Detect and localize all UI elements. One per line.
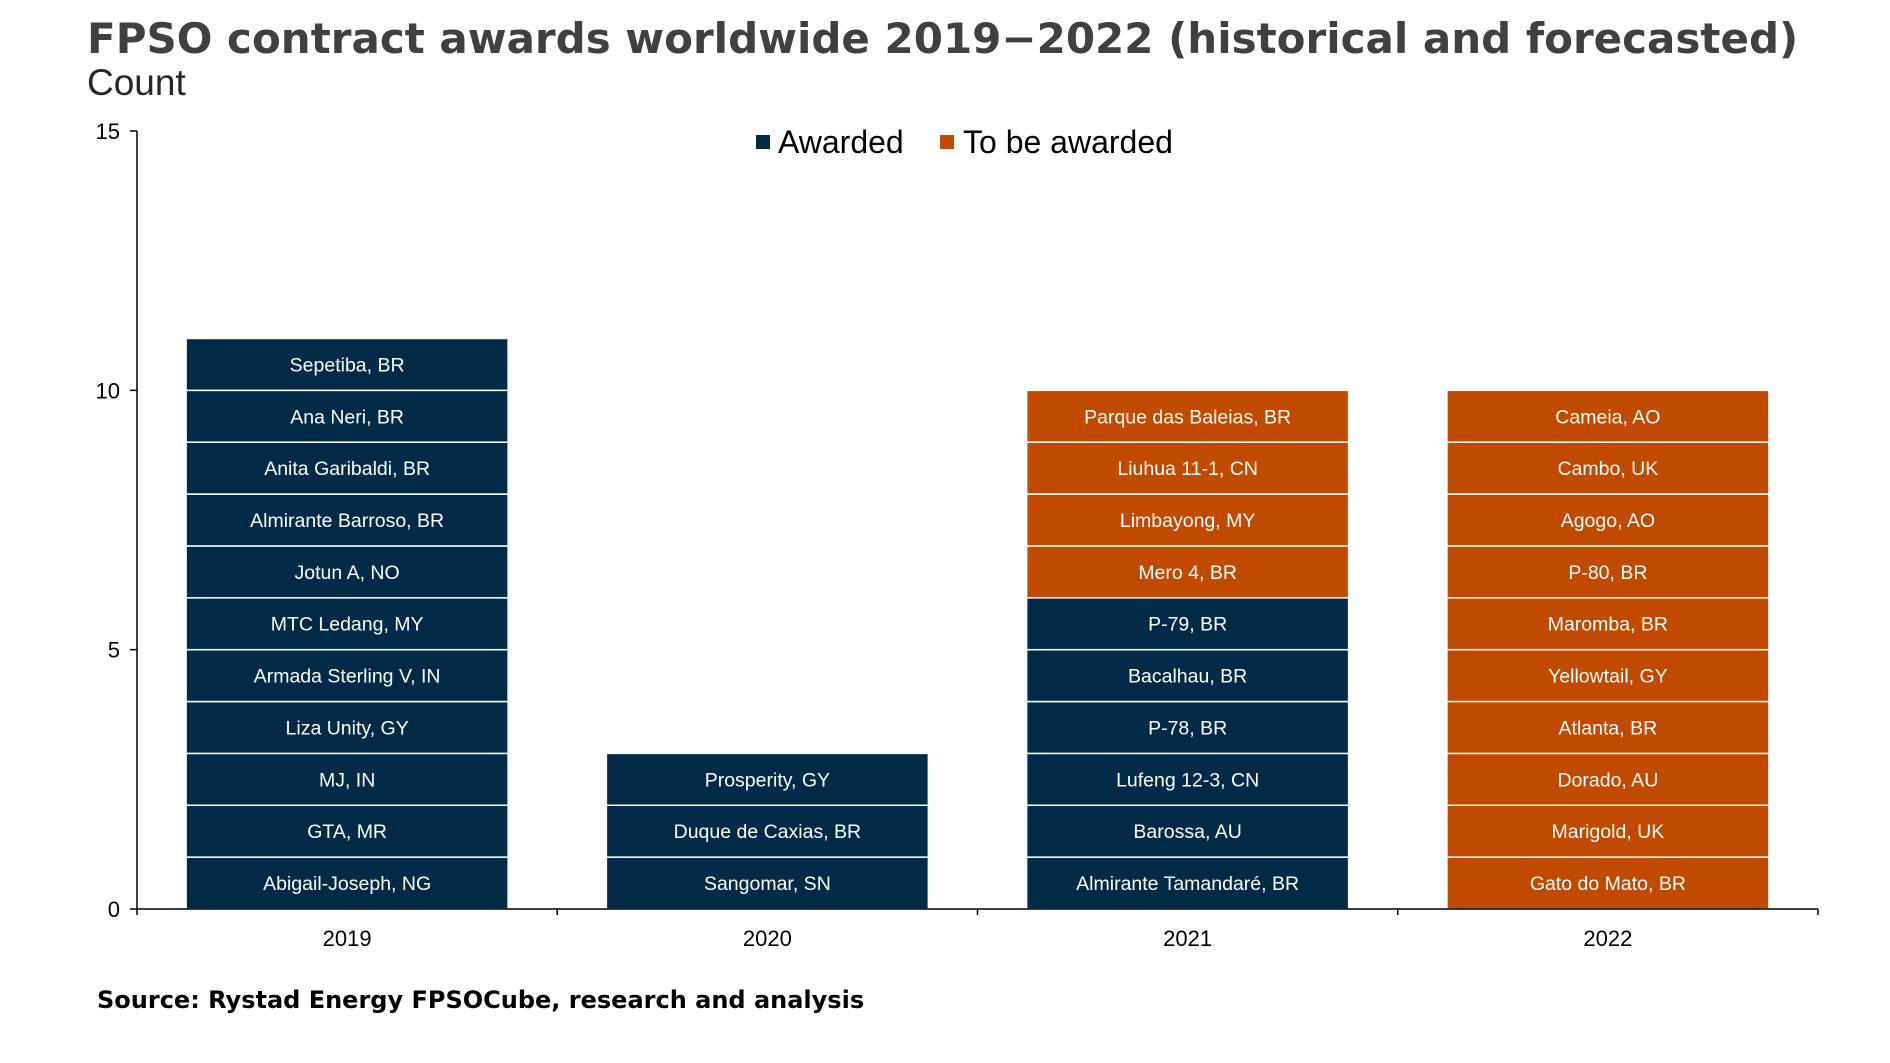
chart-source: Source: Rystad Energy FPSOCube, research… <box>97 986 865 1014</box>
bar-segment-label: Liuhua 11-1, CN <box>1117 458 1258 480</box>
bar-segment-label: MTC Ledang, MY <box>271 614 424 636</box>
bar-segment-label: Atlanta, BR <box>1559 717 1658 739</box>
bar-segment-2021-p-79-br <box>1025 597 1350 651</box>
bar-segment-label: Parque das Baleias, BR <box>1084 406 1291 428</box>
bar-segment-2019-jotun-a-no <box>185 545 509 599</box>
bar-segment-2019-ana-neri-br <box>185 389 509 443</box>
bar-segment-label: Jotun A, NO <box>295 562 400 584</box>
bar-segment-2019-almirante-barroso-br <box>185 493 509 547</box>
bar-segment-2019-anita-garibaldi-br <box>185 441 509 495</box>
bar-segment-2022-cameia-ao <box>1446 389 1770 443</box>
bar-segment-2021-almirante-tamandar-br <box>1025 856 1350 910</box>
bar-segment-label: GTA, MR <box>307 821 387 843</box>
bar-segment-label: Cambo, UK <box>1557 458 1658 480</box>
bar-segment-2021-limbayong-my <box>1025 493 1350 547</box>
bar-segment-label: Cameia, AO <box>1555 406 1660 428</box>
bar-segment-label: Almirante Tamandaré, BR <box>1076 873 1299 895</box>
legend-swatch-to-be-awarded <box>940 135 954 149</box>
bar-segment-2020-duque-de-caxias-br <box>605 804 930 858</box>
bar-segment-label: Prosperity, GY <box>705 769 830 791</box>
bar-segment-label: P-80, BR <box>1568 562 1647 584</box>
bar-segment-label: Armada Sterling V, IN <box>254 666 441 688</box>
bar-segment-label: Duque de Caxias, BR <box>674 821 862 843</box>
bar-segment-label: Marigold, UK <box>1552 821 1665 843</box>
bar-segment-2020-prosperity-gy <box>605 752 930 807</box>
bar-segment-2020-sangomar-sn <box>605 856 930 910</box>
bar-segment-2022-p-80-br <box>1446 545 1770 599</box>
y-tick-label: 10 <box>96 378 120 403</box>
bar-segment-label: Yellowtail, GY <box>1548 666 1668 688</box>
bar-segment-label: Limbayong, MY <box>1120 510 1255 532</box>
bar-segment-label: Sepetiba, BR <box>290 354 405 376</box>
bars-layer: Abigail-Joseph, NG GTA, MR MJ, IN Liza Unit… <box>185 337 1770 910</box>
bar-segment-label: Sangomar, SN <box>704 873 831 895</box>
bar-segment-2019-armada-sterling-v-in <box>185 648 509 703</box>
bar-segment-2019-mtc-ledang-my <box>185 597 509 651</box>
bar-segment-2021-barossa-au <box>1025 804 1350 858</box>
bar-segment-label: P-78, BR <box>1148 717 1227 739</box>
x-tick-label: 2022 <box>1583 926 1632 951</box>
chart-subtitle: Count <box>87 62 186 103</box>
bar-segment-2021-liuhua-11-1-cn <box>1025 441 1350 495</box>
bar-segment-label: Mero 4, BR <box>1138 562 1237 584</box>
bar-segment-label: Barossa, AU <box>1133 821 1241 843</box>
bar-segment-2019-sepetiba-br <box>185 337 509 392</box>
legend: Awarded To be awarded <box>756 124 1173 160</box>
x-tick-label: 2019 <box>323 926 372 951</box>
bar-segment-2022-maromba-br <box>1446 597 1770 651</box>
bar-segment-2019-gta-mr <box>185 804 509 858</box>
bar-segment-label: Maromba, BR <box>1548 614 1668 636</box>
bar-segment-label: Liza Unity, GY <box>286 717 409 739</box>
bar-segment-label: P-79, BR <box>1148 614 1227 636</box>
bar-segment-2022-marigold-uk <box>1446 804 1770 858</box>
x-tick-label: 2021 <box>1163 926 1212 951</box>
x-tick-label: 2020 <box>743 926 792 951</box>
bar-segment-2021-lufeng-12-3-cn <box>1025 752 1350 807</box>
bar-segment-2022-yellowtail-gy <box>1446 648 1770 703</box>
bar-segment-label: Gato do Mato, BR <box>1530 873 1686 895</box>
bar-segment-2021-parque-das-baleias-br <box>1025 389 1350 443</box>
y-tick-label: 5 <box>108 638 120 663</box>
y-tick-label: 0 <box>108 897 120 922</box>
bar-segment-label: Bacalhau, BR <box>1128 666 1247 688</box>
bar-segment-label: Abigail-Joseph, NG <box>263 873 431 895</box>
bar-segment-label: Dorado, AU <box>1557 769 1658 791</box>
bar-segment-label: Almirante Barroso, BR <box>250 510 444 532</box>
axes-layer: 0 5 10 15 2019 2020 2021 2022 <box>96 119 1819 951</box>
bar-segment-label: MJ, IN <box>319 769 375 791</box>
bar-segment-label: Ana Neri, BR <box>290 406 404 428</box>
legend-label-awarded: Awarded <box>778 124 904 160</box>
y-tick-label: 15 <box>96 119 120 144</box>
bar-segment-label: Lufeng 12-3, CN <box>1116 769 1259 791</box>
legend-label-to-be-awarded: To be awarded <box>963 124 1173 160</box>
bar-segment-2019-mj-in <box>185 752 509 807</box>
legend-swatch-awarded <box>756 135 770 149</box>
bar-segment-2021-bacalhau-br <box>1025 648 1350 703</box>
bar-segment-2022-agogo-ao <box>1446 493 1770 547</box>
bar-segment-2022-gato-do-mato-br <box>1446 856 1770 910</box>
bar-segment-2021-mero-4-br <box>1025 545 1350 599</box>
chart-title: FPSO contract awards worldwide 2019−2022… <box>87 14 1799 63</box>
bar-segment-2022-atlanta-br <box>1446 700 1770 755</box>
bar-segment-label: Anita Garibaldi, BR <box>264 458 430 480</box>
bar-segment-label: Agogo, AO <box>1561 510 1655 532</box>
